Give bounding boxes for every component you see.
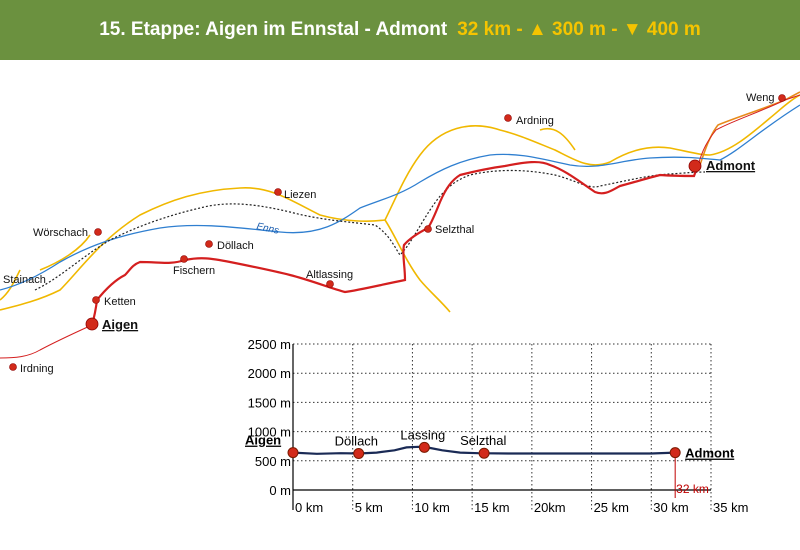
place-label-liezen: Liezen: [284, 189, 316, 201]
x-tick-label: 10 km: [414, 500, 449, 515]
profile-line: [292, 445, 676, 455]
place-label-stainach: Stainach: [3, 274, 46, 286]
place-label-admont: Admont: [706, 158, 756, 173]
place-label-fischern: Fischern: [173, 265, 215, 277]
hiking-route: [90, 160, 700, 326]
place-label-aigen: Aigen: [102, 317, 138, 332]
place-label-irdning: Irdning: [20, 363, 54, 375]
profile-y-axis: 0 m 500 m 1000 m 1500 m 2000 m 2500 m: [248, 337, 291, 498]
place-label-weng: Weng: [746, 92, 775, 104]
place-label-doellach: Döllach: [217, 240, 254, 252]
road-wörschach: [39, 234, 91, 271]
x-tick-label: 0 km: [295, 500, 323, 515]
place-point-fischern: [180, 255, 188, 263]
stage-stats: 32 km - ▲ 300 m - ▼ 400 m: [457, 19, 701, 40]
waypoint-point: [478, 447, 490, 459]
place-label-ardning: Ardning: [516, 115, 554, 127]
elevation-profile: 0 m 500 m 1000 m 1500 m 2000 m 2500 m 0 km 5 k…: [245, 337, 748, 515]
road-upper-right: [709, 94, 800, 156]
railway: [34, 169, 706, 291]
waypoint-label: Aigen: [245, 433, 281, 448]
profile-waypoints: Aigen Döllach Lassing Selzthal Admont: [245, 427, 735, 460]
place-point-doellach: [205, 240, 213, 248]
road-main: [0, 125, 711, 311]
place-point-ardning: [504, 114, 512, 122]
waypoint-point: [418, 441, 430, 453]
y-tick-label: 2000 m: [248, 366, 291, 381]
place-point-irdning: [9, 363, 17, 371]
y-tick-label: 500 m: [255, 454, 291, 469]
x-tick-label: 20km: [534, 500, 566, 515]
place-label-woerschach: Wörschach: [33, 227, 88, 239]
waypoint-point: [669, 447, 681, 459]
road-weng: [699, 91, 800, 166]
x-tick-label: 5 km: [355, 500, 383, 515]
place-label-altlassing: Altlassing: [306, 269, 353, 281]
place-point-altlassing: [326, 280, 334, 288]
road-west: [0, 269, 21, 301]
waypoint-label: Döllach: [335, 434, 378, 449]
y-tick-label: 2500 m: [248, 337, 291, 352]
place-point-aigen: [85, 317, 99, 331]
x-tick-label: 25 km: [594, 500, 629, 515]
road-selzthal-south: [384, 219, 451, 313]
place-label-ketten: Ketten: [104, 296, 136, 308]
y-tick-label: 1000 m: [248, 425, 291, 440]
profile-x-axis: 0 km 5 km 10 km 15 km 20km 25 km 30 km 35 km: [295, 500, 748, 515]
waypoint-point: [287, 447, 299, 459]
access-path-weng: [697, 94, 800, 167]
x-tick-label: 30 km: [653, 500, 688, 515]
page-header: 15. Etappe: Aigen im Ennstal - Admont 32…: [0, 0, 800, 60]
road-network: [0, 94, 800, 313]
river-enns: [0, 104, 800, 291]
place-point-weng: [778, 94, 786, 102]
access-path-irdning: [0, 324, 93, 359]
road-ardning: [539, 128, 576, 151]
place-point-admont: [688, 159, 702, 173]
stage-title: 15. Etappe: Aigen im Ennstal - Admont: [99, 19, 448, 40]
waypoint-label: Lassing: [400, 427, 445, 442]
waypoint-point: [353, 448, 365, 459]
profile-grid: [292, 343, 712, 510]
y-tick-label: 0 m: [269, 483, 291, 498]
place-point-ketten: [92, 296, 100, 304]
place-markers: Weng Ardning Admont Liezen Wörschach Döl…: [3, 92, 786, 375]
total-distance-label: 32 km: [676, 482, 709, 496]
place-point-woerschach: [94, 228, 102, 236]
x-tick-label: 35 km: [713, 500, 748, 515]
place-label-selzthal: Selzthal: [435, 224, 474, 236]
waypoint-label: Admont: [685, 446, 735, 461]
place-point-selzthal: [424, 225, 432, 233]
waypoint-label: Selzthal: [460, 433, 506, 448]
place-point-liezen: [274, 188, 282, 196]
y-tick-label: 1500 m: [248, 395, 291, 410]
river-label-enns: Enns: [255, 221, 280, 236]
x-tick-label: 15 km: [474, 500, 509, 515]
